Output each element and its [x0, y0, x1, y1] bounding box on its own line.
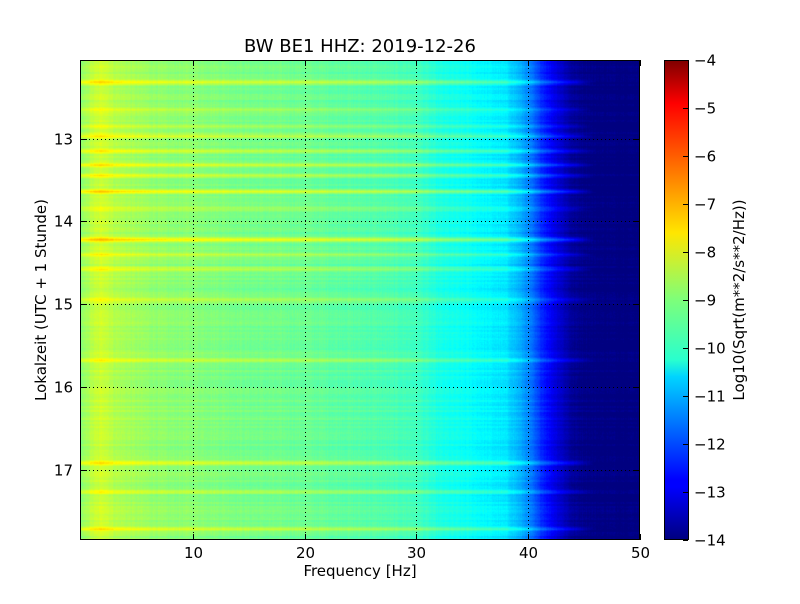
y-tick-label: 15: [54, 296, 73, 314]
colorbar-tick-label: −11: [694, 388, 726, 406]
y-axis-ticks: 13 14 15 16 17: [54, 131, 640, 480]
x-axis-ticks: 10 20 30 40 50: [184, 60, 650, 562]
grid-lines: [81, 60, 640, 540]
colorbar-tick-label: −8: [694, 244, 716, 262]
x-tick-label: 30: [407, 544, 426, 562]
colorbar-tick-label: −14: [694, 532, 726, 550]
y-tick-label: 14: [54, 213, 73, 231]
plot-area: 10 20 30 40 50 13 14 15 16 17: [54, 60, 650, 562]
plot-frame: [80, 60, 640, 540]
x-tick-label: 50: [631, 544, 650, 562]
colorbar: −4 −5 −6 −7 −8 −9 −10 −11 −12 −13 −14 Log10(Sqrt(m…: [664, 52, 748, 550]
y-tick-label: 17: [54, 462, 73, 480]
colorbar-tick-label: −10: [694, 340, 726, 358]
colorbar-label: Log10(Sqrt(m**2/s**2/Hz)): [730, 199, 748, 400]
colorbar-tick-label: −7: [694, 196, 716, 214]
y-tick-label: 16: [54, 379, 73, 397]
colorbar-tick-label: −9: [694, 292, 716, 310]
x-axis-label: Frequency [Hz]: [303, 562, 416, 580]
y-axis-label: Lokalzeit (UTC + 1 Stunde): [32, 199, 50, 401]
colorbar-ticks: −4 −5 −6 −7 −8 −9 −10 −11 −12 −13 −14: [683, 52, 726, 550]
colorbar-tick-label: −5: [694, 100, 716, 118]
x-tick-label: 20: [296, 544, 315, 562]
x-tick-label: 10: [184, 544, 203, 562]
colorbar-tick-label: −6: [694, 148, 716, 166]
colorbar-tick-label: −12: [694, 436, 726, 454]
chart-title: BW BE1 HHZ: 2019-12-26: [244, 36, 476, 57]
x-tick-label: 40: [519, 544, 538, 562]
spectrogram-image: [81, 60, 640, 540]
colorbar-tick-label: −4: [694, 52, 716, 70]
colorbar-tick-label: −13: [694, 484, 726, 502]
y-tick-label: 13: [54, 131, 73, 149]
